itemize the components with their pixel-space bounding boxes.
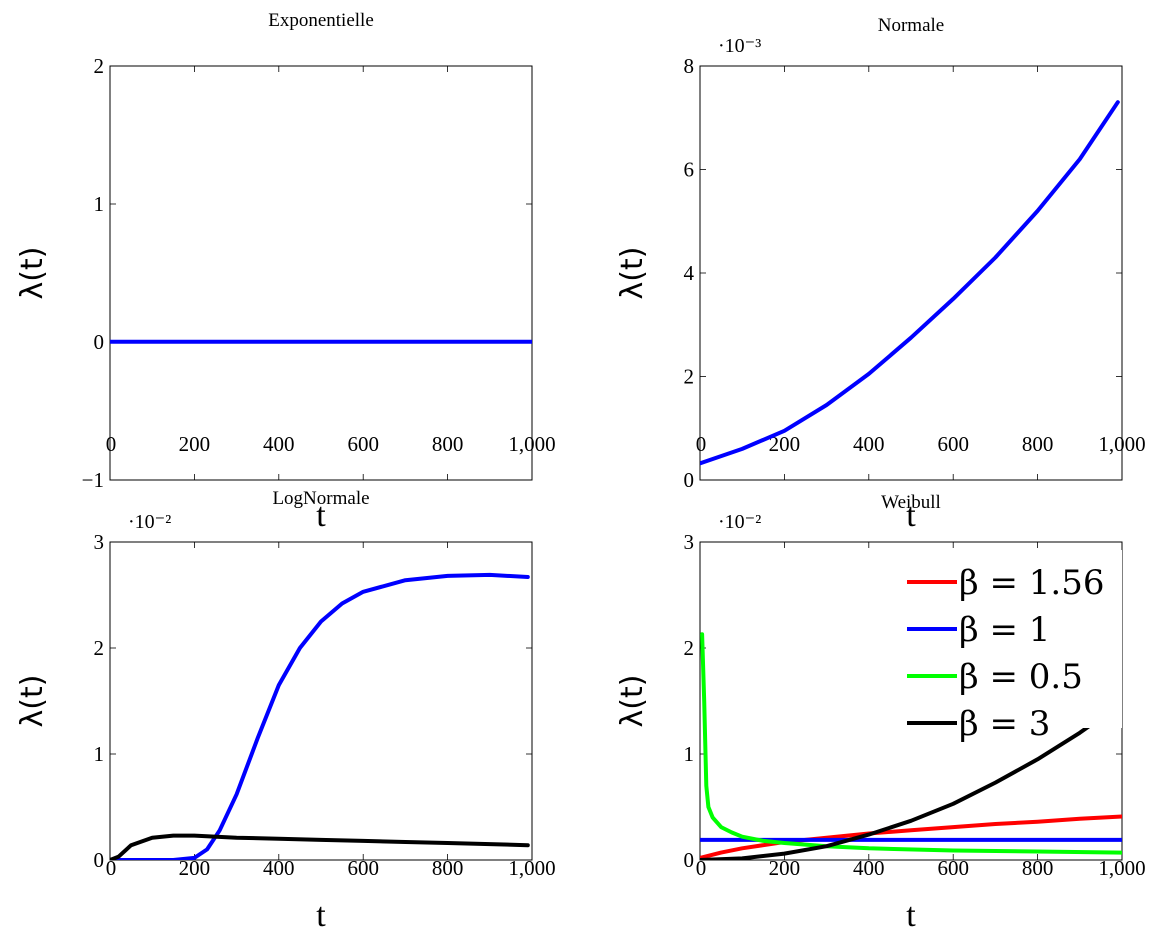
- x-tick-label: 0: [696, 432, 707, 456]
- y-tick-label: −1: [82, 468, 104, 492]
- x-axis-label: t: [316, 897, 326, 934]
- y-tick-label: 0: [94, 848, 105, 872]
- y-tick-label: 0: [94, 330, 105, 354]
- y-tick-label: 3: [684, 530, 695, 554]
- y-tick-label: 8: [684, 54, 695, 78]
- legend-box: [902, 550, 1122, 728]
- y-axis-label: λ(t): [15, 247, 50, 300]
- x-axis-label: t: [906, 497, 916, 534]
- legend-label: β = 1: [959, 610, 1050, 650]
- y-tick-label: 4: [684, 261, 695, 285]
- y-tick-label: 2: [94, 636, 105, 660]
- legend: β = 1.56 β = 1 β = 0.5 β = 3: [902, 550, 1122, 744]
- plot-frame: [109, 541, 533, 861]
- x-axis-label: t: [906, 897, 916, 934]
- series-line-0: [700, 814, 1122, 860]
- x-tick-label: 600: [347, 856, 379, 880]
- x-tick-label: 800: [1022, 432, 1054, 456]
- y-scale-multiplier: ·10⁻²: [128, 511, 171, 533]
- series-group: [700, 632, 1122, 860]
- y-tick-label: 1: [94, 742, 105, 766]
- x-tick-label: 400: [263, 432, 295, 456]
- y-axis-label: λ(t): [615, 247, 650, 300]
- x-tick-label: 200: [769, 856, 801, 880]
- y-scale-multiplier: ·10⁻³: [718, 35, 761, 57]
- legend-label: β = 1.56: [959, 563, 1104, 603]
- x-tick-label: 600: [937, 432, 969, 456]
- y-tick-label: 0: [684, 468, 695, 492]
- y-scale-multiplier: ·10⁻²: [718, 511, 761, 533]
- x-tick-label: 600: [937, 856, 969, 880]
- x-tick-label: 0: [106, 432, 117, 456]
- series-group: [110, 572, 530, 860]
- y-axis-label: λ(t): [15, 675, 50, 728]
- series-line-2: [700, 632, 1122, 855]
- x-tick-label: 400: [263, 856, 295, 880]
- y-tick-label: 1: [684, 742, 695, 766]
- x-tick-label: 1,000: [508, 432, 555, 456]
- y-tick-label: 2: [684, 636, 695, 660]
- series-line-3: [700, 701, 1122, 860]
- x-tick-label: 0: [696, 856, 707, 880]
- x-tick-label: 1,000: [1098, 432, 1145, 456]
- legend-label: β = 0.5: [959, 657, 1083, 697]
- x-tick-label: 800: [432, 856, 464, 880]
- legend-label: β = 3: [959, 704, 1050, 744]
- x-tick-label: 800: [432, 432, 464, 456]
- x-tick-label: 800: [1022, 856, 1054, 880]
- y-tick-label: 6: [684, 158, 695, 182]
- x-axis-label: t: [316, 497, 326, 534]
- y-tick-label: 0: [684, 848, 695, 872]
- x-tick-label: 200: [179, 432, 211, 456]
- plot-title: Normale: [878, 15, 944, 36]
- series-group: [700, 100, 1120, 466]
- y-tick-label: 2: [684, 365, 695, 389]
- series-line: [110, 572, 530, 860]
- y-tick-label: 1: [94, 192, 105, 216]
- plot-frame: [109, 65, 533, 481]
- x-tick-label: 400: [853, 856, 885, 880]
- plot-title: Exponentielle: [268, 10, 374, 31]
- plot-title: LogNormale: [272, 488, 369, 509]
- y-tick-label: 2: [94, 54, 105, 78]
- plot-frame: [699, 65, 1123, 481]
- y-axis-label: λ(t): [615, 675, 650, 728]
- plot-title: Weibull: [881, 492, 941, 513]
- y-tick-label: 3: [94, 530, 105, 554]
- x-tick-label: 0: [106, 856, 117, 880]
- series-line: [110, 833, 530, 860]
- x-tick-label: 400: [853, 432, 885, 456]
- x-tick-label: 600: [347, 432, 379, 456]
- series-line: [700, 100, 1120, 466]
